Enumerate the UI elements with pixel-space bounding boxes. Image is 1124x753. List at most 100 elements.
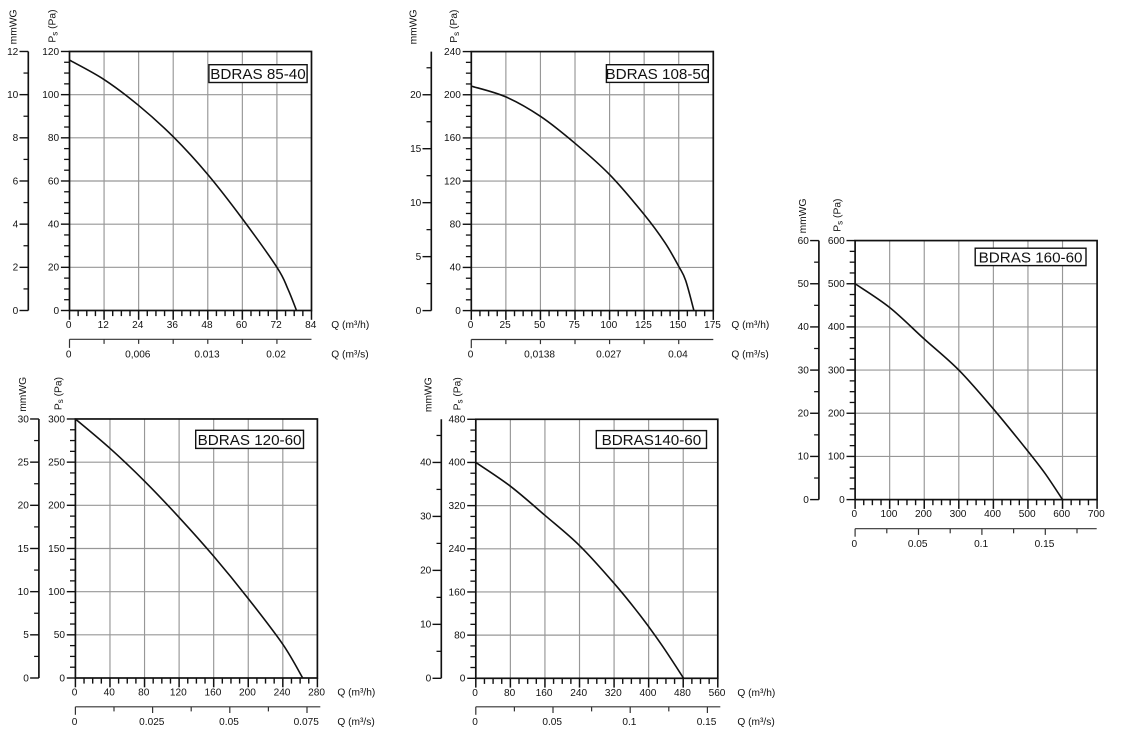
svg-text:10: 10 — [798, 452, 810, 463]
svg-text:0.027: 0.027 — [596, 350, 622, 361]
svg-text:175: 175 — [704, 320, 721, 331]
svg-text:150: 150 — [48, 544, 65, 555]
svg-text:50: 50 — [534, 320, 546, 331]
svg-text:30: 30 — [18, 414, 30, 425]
svg-text:6: 6 — [13, 176, 19, 187]
svg-text:200: 200 — [828, 409, 845, 420]
svg-text:300: 300 — [48, 414, 65, 425]
svg-text:0,006: 0,006 — [125, 350, 151, 361]
svg-text:200: 200 — [915, 509, 932, 520]
svg-text:20: 20 — [48, 263, 60, 274]
svg-text:24: 24 — [132, 320, 144, 331]
svg-text:Ps (Pa): Ps (Pa) — [833, 198, 845, 231]
svg-text:5: 5 — [416, 252, 422, 263]
svg-text:30: 30 — [798, 365, 810, 376]
svg-text:0.1: 0.1 — [974, 539, 988, 550]
svg-text:36: 36 — [167, 320, 179, 331]
svg-text:0: 0 — [23, 673, 29, 684]
svg-text:0: 0 — [472, 717, 478, 728]
svg-text:25: 25 — [499, 320, 511, 331]
svg-text:mmWG: mmWG — [423, 377, 434, 412]
svg-text:0: 0 — [66, 320, 72, 331]
svg-text:40: 40 — [48, 220, 60, 231]
svg-text:20: 20 — [410, 90, 422, 101]
svg-text:50: 50 — [54, 630, 66, 641]
svg-text:400: 400 — [449, 458, 466, 469]
svg-text:Ps (Pa): Ps (Pa) — [53, 377, 65, 410]
svg-text:mmWG: mmWG — [9, 9, 20, 44]
svg-text:0.04: 0.04 — [668, 350, 688, 361]
svg-text:400: 400 — [639, 688, 656, 699]
svg-text:15: 15 — [18, 544, 30, 555]
svg-text:0: 0 — [72, 688, 78, 699]
svg-text:75: 75 — [569, 320, 581, 331]
svg-text:300: 300 — [828, 365, 845, 376]
svg-text:0: 0 — [851, 509, 857, 520]
svg-text:Ps (Pa): Ps (Pa) — [48, 9, 60, 42]
svg-text:BDRAS 85-40: BDRAS 85-40 — [210, 66, 305, 83]
svg-text:20: 20 — [798, 409, 810, 420]
svg-text:10: 10 — [18, 587, 30, 598]
svg-text:600: 600 — [828, 236, 845, 247]
svg-text:5: 5 — [23, 630, 29, 641]
svg-text:0.05: 0.05 — [219, 717, 239, 728]
svg-text:100: 100 — [880, 509, 897, 520]
svg-text:48: 48 — [201, 320, 213, 331]
svg-text:40: 40 — [420, 458, 432, 469]
svg-text:Q (m³/s): Q (m³/s) — [737, 717, 774, 728]
svg-text:84: 84 — [305, 320, 317, 331]
svg-text:100: 100 — [48, 587, 65, 598]
svg-text:0.013: 0.013 — [194, 350, 220, 361]
svg-text:120: 120 — [170, 688, 187, 699]
svg-text:400: 400 — [828, 322, 845, 333]
svg-text:2: 2 — [13, 263, 19, 274]
svg-text:200: 200 — [444, 90, 461, 101]
svg-text:72: 72 — [270, 320, 282, 331]
svg-text:30: 30 — [420, 512, 432, 523]
svg-text:20: 20 — [18, 501, 30, 512]
svg-text:Ps (Pa): Ps (Pa) — [453, 377, 465, 410]
svg-text:0: 0 — [53, 306, 59, 317]
svg-text:0: 0 — [72, 717, 78, 728]
svg-text:Q (m³/h): Q (m³/h) — [331, 320, 369, 331]
svg-text:80: 80 — [450, 220, 462, 231]
svg-text:0: 0 — [468, 350, 474, 361]
svg-text:0.075: 0.075 — [294, 717, 320, 728]
svg-text:12: 12 — [7, 47, 19, 58]
svg-text:0: 0 — [468, 320, 474, 331]
svg-text:40: 40 — [450, 263, 462, 274]
svg-text:320: 320 — [449, 501, 466, 512]
svg-text:0: 0 — [59, 673, 65, 684]
svg-text:480: 480 — [449, 415, 466, 426]
svg-text:10: 10 — [420, 620, 432, 631]
svg-text:Ps (Pa): Ps (Pa) — [449, 9, 461, 42]
svg-text:mmWG: mmWG — [798, 199, 809, 234]
svg-text:160: 160 — [204, 688, 221, 699]
svg-text:240: 240 — [274, 688, 291, 699]
svg-text:4: 4 — [13, 220, 19, 231]
svg-text:240: 240 — [570, 688, 587, 699]
svg-text:Q (m³/s): Q (m³/s) — [337, 717, 374, 728]
svg-text:mmWG: mmWG — [409, 10, 420, 45]
svg-text:0: 0 — [455, 306, 461, 317]
svg-text:50: 50 — [798, 279, 810, 290]
svg-text:0.05: 0.05 — [908, 539, 928, 550]
svg-text:BDRAS 108-50: BDRAS 108-50 — [605, 66, 709, 83]
svg-text:500: 500 — [1019, 509, 1036, 520]
svg-text:100: 100 — [600, 320, 617, 331]
svg-text:240: 240 — [444, 47, 461, 58]
svg-text:0: 0 — [803, 495, 809, 506]
svg-text:160: 160 — [536, 688, 553, 699]
svg-text:150: 150 — [669, 320, 686, 331]
svg-text:400: 400 — [984, 509, 1001, 520]
svg-text:0: 0 — [416, 306, 422, 317]
svg-text:Q (m³/s): Q (m³/s) — [331, 350, 368, 361]
svg-text:240: 240 — [449, 544, 466, 555]
svg-text:80: 80 — [48, 133, 60, 144]
svg-text:0.15: 0.15 — [1035, 539, 1055, 550]
svg-text:12: 12 — [98, 320, 110, 331]
svg-text:0.02: 0.02 — [266, 350, 286, 361]
svg-text:60: 60 — [798, 236, 810, 247]
svg-text:0: 0 — [426, 674, 432, 685]
svg-text:60: 60 — [48, 176, 60, 187]
